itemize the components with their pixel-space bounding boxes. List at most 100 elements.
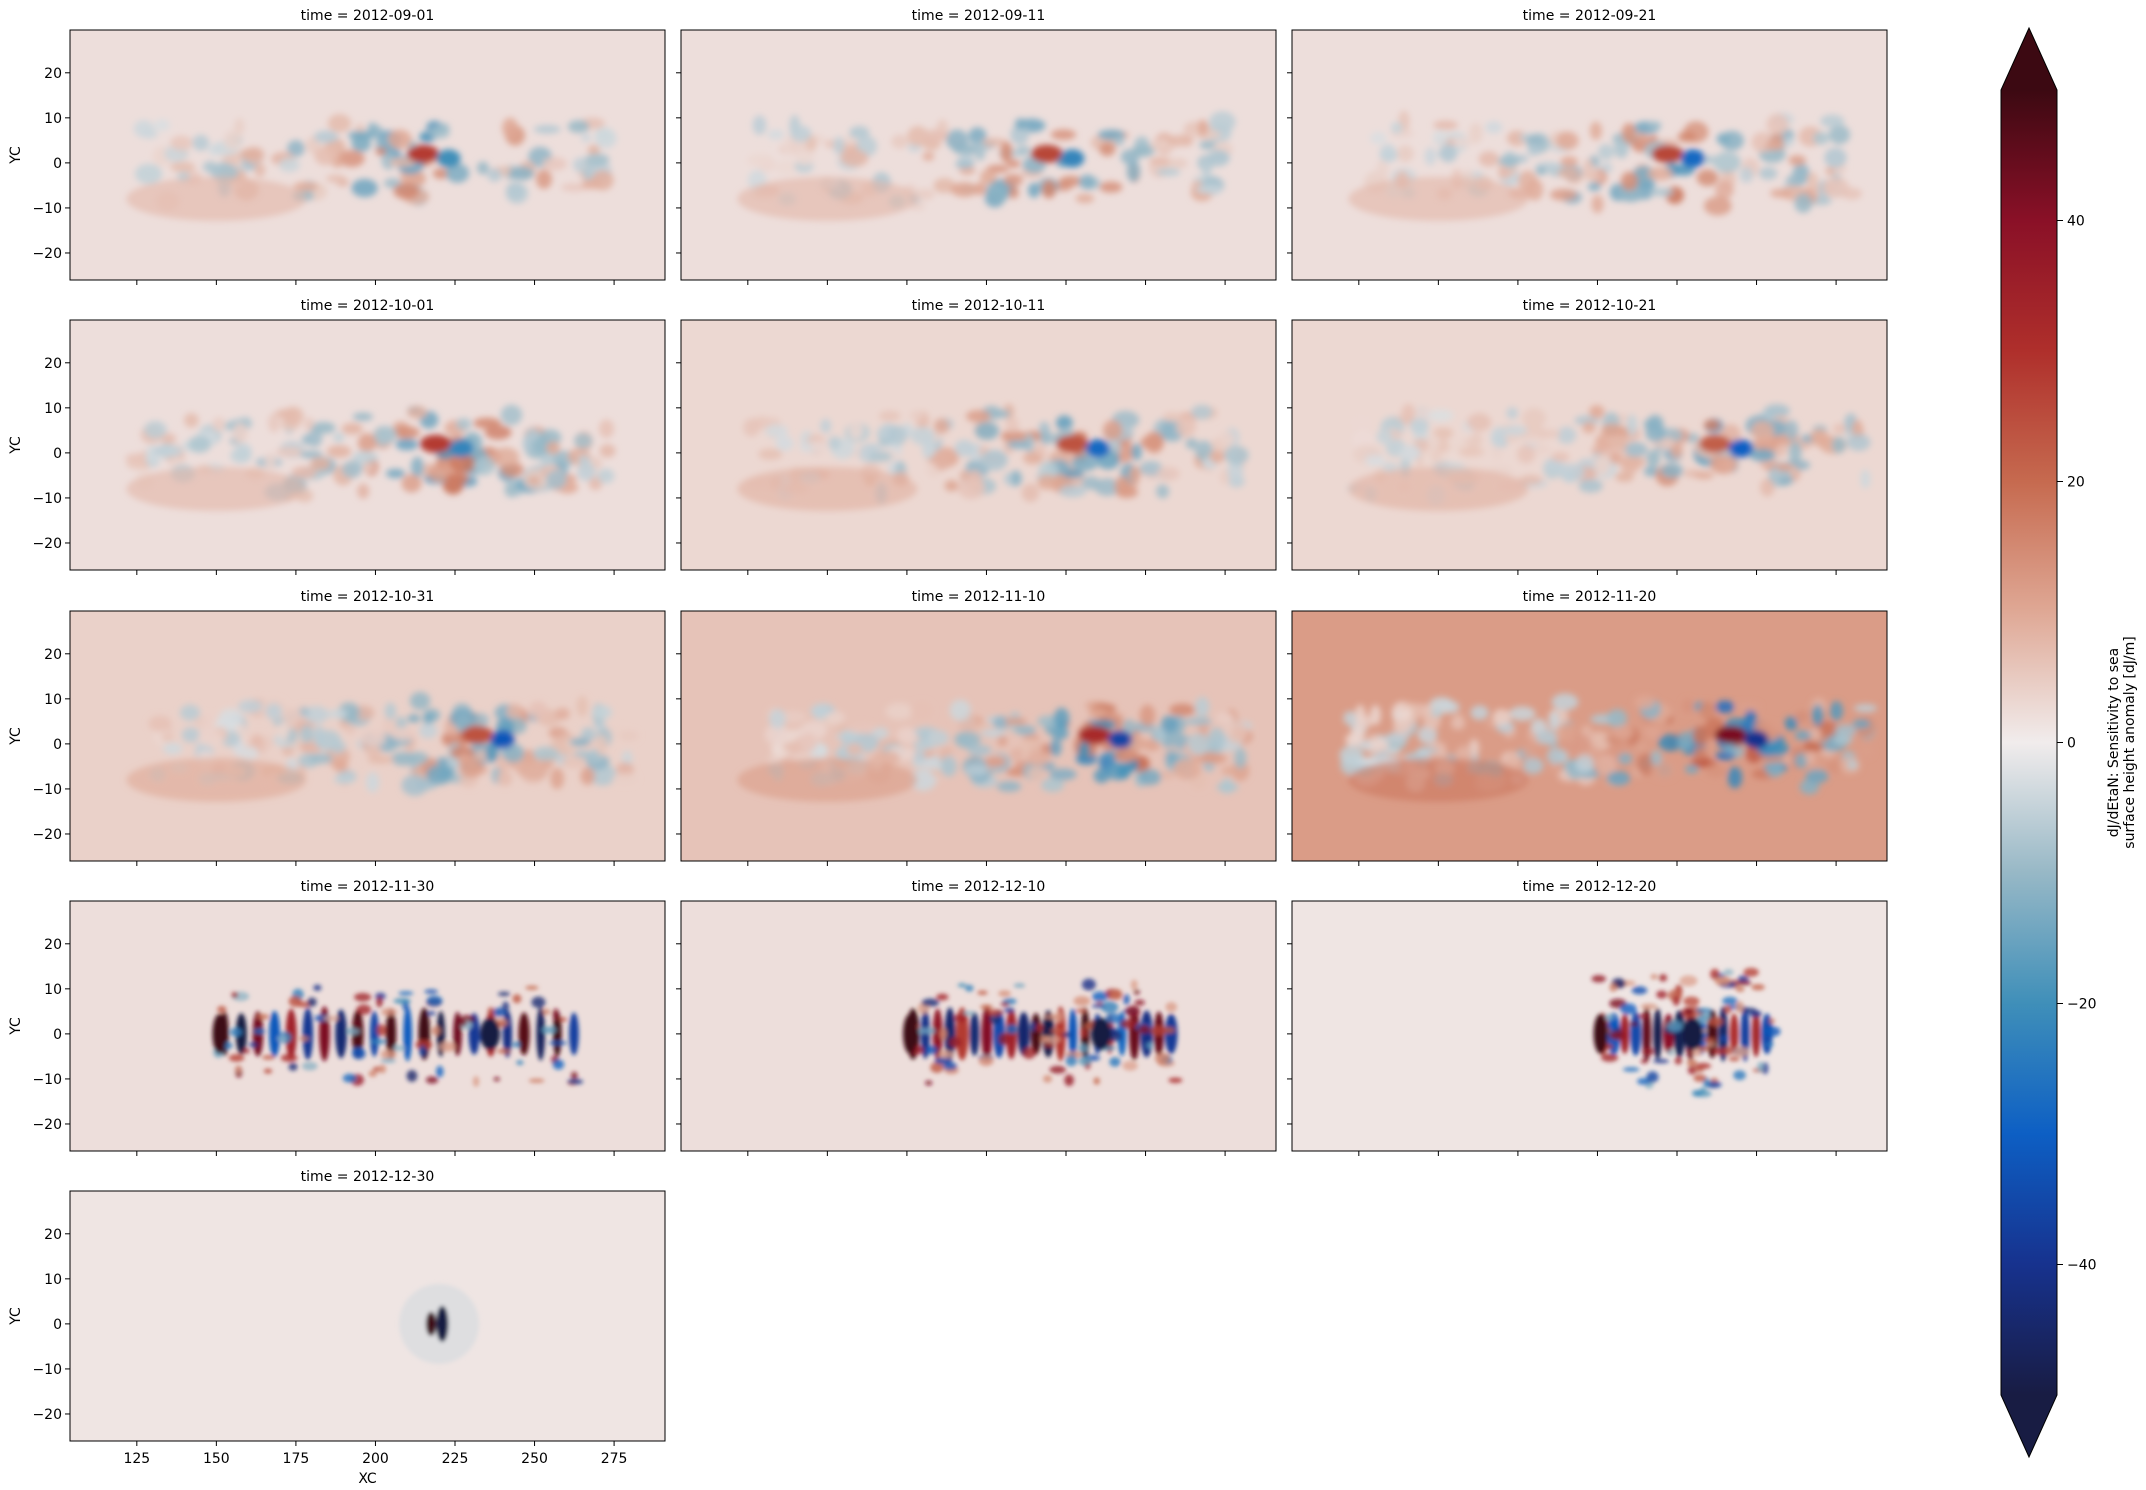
peak-negative bbox=[436, 149, 461, 168]
y-tick-label: 20 bbox=[44, 356, 62, 372]
anomaly-cell bbox=[307, 997, 317, 1007]
anomaly-cell bbox=[293, 181, 319, 192]
anomaly-cell bbox=[1822, 177, 1850, 198]
anomaly-cell bbox=[1648, 121, 1662, 130]
anomaly-cell bbox=[1757, 1061, 1764, 1073]
anomaly-cell bbox=[365, 745, 382, 758]
anomaly-cell bbox=[1860, 469, 1871, 489]
anomaly-cell bbox=[1562, 721, 1576, 744]
anomaly-cell bbox=[1677, 131, 1697, 143]
anomaly-cell bbox=[1379, 149, 1398, 162]
y-tick-label: −20 bbox=[32, 827, 62, 843]
anomaly-cell bbox=[1714, 180, 1734, 200]
anomaly-cell bbox=[746, 153, 774, 167]
anomaly-cell bbox=[332, 759, 348, 772]
anomaly-cell bbox=[1784, 420, 1799, 441]
anomaly-cell bbox=[376, 1024, 387, 1037]
peak-positive bbox=[1699, 434, 1732, 453]
anomaly-cell bbox=[1644, 721, 1661, 740]
anomaly-cell bbox=[299, 706, 310, 717]
anomaly-cell bbox=[1615, 472, 1634, 482]
anomaly-cell bbox=[169, 135, 193, 151]
anomaly-cell bbox=[1427, 433, 1440, 450]
anomaly-cell bbox=[1535, 166, 1547, 176]
wave-crest bbox=[969, 1011, 980, 1056]
anomaly-cell bbox=[256, 1013, 270, 1020]
anomaly-cell bbox=[1609, 452, 1621, 465]
anomaly-cell bbox=[955, 160, 974, 169]
anomaly-cell bbox=[1123, 994, 1130, 1005]
y-tick-label: −20 bbox=[32, 246, 62, 262]
anomaly-cell bbox=[1088, 707, 1107, 719]
anomaly-cell bbox=[1146, 1042, 1153, 1049]
anomaly-cell bbox=[878, 410, 901, 422]
anomaly-cell bbox=[398, 991, 414, 996]
anomaly-cell bbox=[619, 730, 639, 742]
field-anomalies bbox=[125, 404, 616, 511]
anomaly-cell bbox=[545, 441, 561, 455]
anomaly-cell bbox=[1041, 777, 1065, 793]
anomaly-cell bbox=[1506, 130, 1528, 146]
anomaly-cell bbox=[799, 732, 817, 753]
anomaly-cell bbox=[431, 1026, 441, 1036]
anomaly-cell bbox=[492, 447, 520, 467]
peak-negative bbox=[1085, 439, 1110, 458]
anomaly-cell bbox=[298, 1036, 310, 1042]
anomaly-cell bbox=[848, 420, 863, 440]
anomaly-cell bbox=[1768, 1018, 1775, 1024]
anomaly-cell bbox=[351, 178, 378, 198]
anomaly-cell bbox=[1637, 1014, 1649, 1019]
anomaly-cell bbox=[388, 129, 412, 150]
anomaly-cell bbox=[594, 128, 617, 149]
anomaly-cell bbox=[1758, 166, 1778, 180]
anomaly-cell bbox=[597, 468, 615, 484]
wave-crest bbox=[1164, 1013, 1178, 1055]
anomaly-cell bbox=[1735, 1001, 1744, 1014]
anomaly-cell bbox=[752, 115, 767, 135]
wave-crest bbox=[1729, 1013, 1739, 1055]
anomaly-cell bbox=[1081, 476, 1100, 490]
field-anomalies bbox=[737, 403, 1249, 511]
anomaly-cell bbox=[1693, 1074, 1707, 1082]
anomaly-cell bbox=[299, 450, 323, 459]
anomaly-cell bbox=[280, 1054, 298, 1062]
anomaly-cell bbox=[1805, 769, 1829, 784]
anomaly-cell bbox=[1063, 469, 1084, 479]
anomaly-cell bbox=[577, 462, 596, 482]
anomaly-cell bbox=[1201, 159, 1213, 176]
anomaly-cell bbox=[1646, 1071, 1659, 1083]
anomaly-cell bbox=[1202, 753, 1227, 764]
anomaly-cell bbox=[126, 458, 150, 470]
y-tick-label: 10 bbox=[44, 401, 62, 417]
anomaly-cell bbox=[487, 168, 502, 182]
anomaly-cell bbox=[342, 1073, 357, 1083]
anomaly-cell bbox=[1038, 460, 1059, 480]
anomaly-cell bbox=[949, 699, 971, 722]
anomaly-cell bbox=[560, 183, 589, 192]
anomaly-cell bbox=[555, 707, 570, 720]
anomaly-cell bbox=[1221, 766, 1235, 776]
anomaly-cell bbox=[1160, 770, 1175, 780]
anomaly-cell bbox=[1820, 114, 1845, 128]
wave-crest bbox=[369, 1011, 379, 1057]
anomaly-cell bbox=[299, 725, 314, 743]
anomaly-cell bbox=[1703, 196, 1732, 216]
anomaly-cell bbox=[360, 463, 375, 473]
anomaly-cell bbox=[509, 166, 534, 181]
panel-frame bbox=[1291, 610, 1888, 862]
anomaly-cell bbox=[1735, 702, 1761, 712]
anomaly-cell bbox=[1650, 974, 1658, 980]
anomaly-cell bbox=[170, 161, 196, 173]
anomaly-cell bbox=[1071, 455, 1099, 472]
anomaly-cell bbox=[1049, 1028, 1065, 1034]
anomaly-cell bbox=[1003, 173, 1023, 187]
panel-frame bbox=[69, 1190, 666, 1442]
anomaly-cell bbox=[914, 188, 936, 201]
anomaly-cell bbox=[790, 125, 812, 142]
y-tick-label: 0 bbox=[53, 737, 62, 753]
anomaly-cell bbox=[1612, 725, 1634, 740]
anomaly-cell bbox=[933, 418, 950, 434]
anomaly-cell bbox=[516, 1060, 524, 1066]
anomaly-cell bbox=[944, 480, 959, 492]
field-background bbox=[1292, 901, 1887, 1151]
